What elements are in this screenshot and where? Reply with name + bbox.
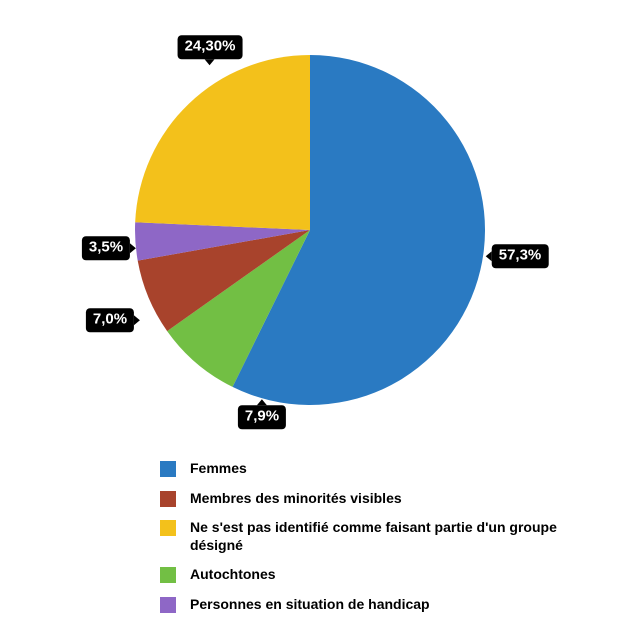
slice-label-nonid: 24,30% bbox=[178, 35, 243, 59]
legend-item-nonid: Ne s'est pas identifié comme faisant par… bbox=[160, 519, 580, 554]
legend-swatch-autochtones bbox=[160, 567, 176, 583]
slice-label-femmes: 57,3% bbox=[492, 244, 549, 268]
legend-item-handicap: Personnes en situation de handicap bbox=[160, 596, 580, 614]
legend-item-autochtones: Autochtones bbox=[160, 566, 580, 584]
slice-label-minorites: 7,0% bbox=[86, 308, 134, 332]
legend-label-nonid: Ne s'est pas identifié comme faisant par… bbox=[190, 519, 580, 554]
legend: Femmes Membres des minorités visibles Ne s… bbox=[160, 460, 580, 625]
legend-label-minorites: Membres des minorités visibles bbox=[190, 490, 402, 508]
legend-label-handicap: Personnes en situation de handicap bbox=[190, 596, 430, 614]
pie-slice-nonid bbox=[135, 55, 310, 230]
slice-label-autochtones: 7,9% bbox=[238, 405, 286, 429]
legend-item-femmes: Femmes bbox=[160, 460, 580, 478]
legend-item-minorites: Membres des minorités visibles bbox=[160, 490, 580, 508]
legend-label-autochtones: Autochtones bbox=[190, 566, 276, 584]
legend-swatch-minorites bbox=[160, 491, 176, 507]
pie-chart: 57,3% 7,9% 7,0% 3,5% 24,30% bbox=[0, 0, 640, 440]
legend-swatch-handicap bbox=[160, 597, 176, 613]
legend-swatch-femmes bbox=[160, 461, 176, 477]
legend-swatch-nonid bbox=[160, 520, 176, 536]
slice-label-handicap: 3,5% bbox=[82, 236, 130, 260]
pie-svg bbox=[0, 0, 640, 440]
legend-label-femmes: Femmes bbox=[190, 460, 247, 478]
